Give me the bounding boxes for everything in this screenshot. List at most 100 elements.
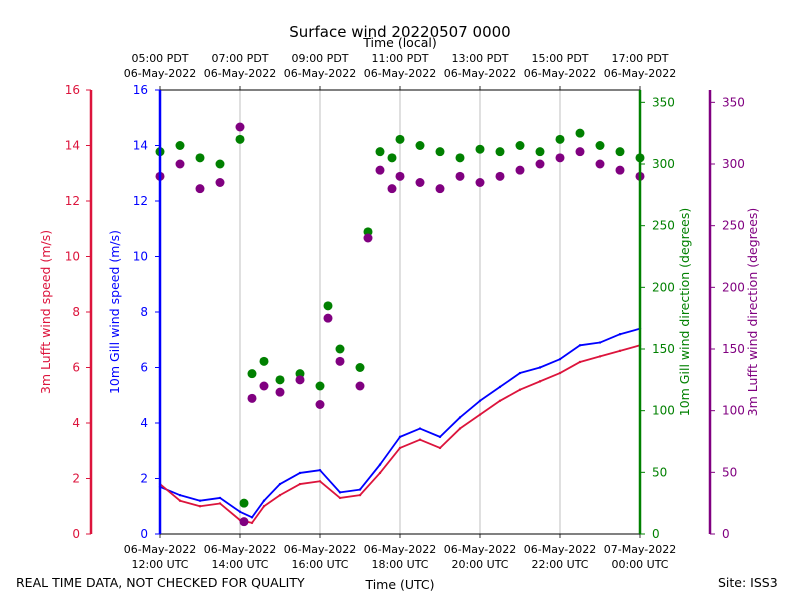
- gill_dir-point: [295, 369, 305, 379]
- top-axis-label: Time (local): [362, 35, 436, 50]
- lufft_speed-point: [478, 413, 482, 416]
- gill_dir-tick-label: 300: [652, 157, 675, 171]
- lufft_speed-point: [378, 471, 382, 475]
- x-tick-label: 06-May-2022: [444, 543, 516, 556]
- lufft_speed-point: [318, 480, 322, 483]
- gill_speed-tick-label: 16: [133, 83, 148, 97]
- gill_dir-tick-label: 0: [652, 527, 660, 541]
- lufft_dir-point: [575, 147, 585, 157]
- gill_dir-point: [275, 375, 285, 385]
- gill_dir-point: [363, 227, 373, 237]
- gill_dir-point: [435, 147, 445, 157]
- lufft_dir-point: [323, 313, 333, 323]
- lufft_speed-point: [398, 446, 402, 450]
- gill_speed-tick-label: 10: [133, 250, 148, 264]
- site-label: Site: ISS3: [718, 575, 778, 590]
- series-gill_speed: [158, 327, 642, 519]
- gill_dir-point: [323, 301, 333, 311]
- gill_dir-point: [375, 147, 385, 157]
- gill_dir-point: [355, 363, 365, 372]
- gill_speed-point: [418, 427, 422, 430]
- lufft_dir-point: [175, 159, 185, 169]
- lufft_dir-point: [247, 393, 257, 403]
- lufft_dir-point: [395, 171, 405, 181]
- lufft_dir-point: [535, 159, 545, 169]
- top-tick-label: 06-May-2022: [524, 67, 596, 80]
- lufft_dir-point: [235, 122, 245, 132]
- gill_dir-tick-label: 250: [652, 219, 675, 233]
- gill_dir-point: [175, 141, 185, 150]
- gill_dir-point: [335, 344, 345, 354]
- x-tick-label: 06-May-2022: [204, 543, 276, 556]
- gill_dir-point: [315, 381, 325, 391]
- lufft_speed-point: [278, 493, 282, 497]
- gill_dir-point: [455, 153, 465, 163]
- lufft_speed-point: [298, 482, 302, 486]
- lufft_speed-point: [618, 349, 622, 353]
- gill_dir-point: [555, 134, 565, 144]
- lufft_dir-point: [595, 159, 605, 169]
- lufft_dir-point: [215, 178, 225, 187]
- gill_dir-tick-label: 100: [652, 404, 675, 418]
- gill_speed-point: [398, 435, 402, 439]
- gill_dir-point: [239, 498, 249, 508]
- x-tick-label: 00:00 UTC: [611, 558, 668, 571]
- gill_speed-tick-label: 0: [140, 527, 148, 541]
- gill_speed-axis-label: 10m Gill wind speed (m/s): [107, 230, 122, 394]
- lufft_dir-point: [275, 387, 285, 397]
- x-tick-label: 16:00 UTC: [291, 558, 348, 571]
- gill_speed-point: [218, 496, 222, 500]
- lufft_dir-point: [195, 184, 205, 194]
- gill_speed-point: [438, 435, 442, 439]
- top-tick-label: 06-May-2022: [284, 67, 356, 80]
- gill_speed-point: [478, 399, 482, 402]
- gill_dir-point: [395, 134, 405, 144]
- lufft_dir-point: [375, 165, 385, 175]
- lufft_speed-tick-label: 8: [72, 305, 80, 319]
- top-tick-label: 06-May-2022: [364, 67, 436, 80]
- lufft_dir-tick-label: 0: [722, 527, 730, 541]
- lufft_speed-point: [198, 505, 202, 508]
- series-lufft_dir: [155, 122, 645, 527]
- gill_dir-tick-label: 350: [652, 95, 675, 109]
- top-tick-label: 06-May-2022: [204, 67, 276, 80]
- lufft_speed-tick-label: 14: [65, 139, 80, 153]
- x-tick-label: 06-May-2022: [524, 543, 596, 556]
- gill_speed-line: [159, 327, 641, 519]
- lufft_speed-point: [358, 493, 362, 497]
- gill_speed-point: [578, 344, 582, 347]
- gill_dir-point: [259, 356, 269, 366]
- gill_speed-point: [538, 366, 542, 369]
- gill_dir-point: [515, 141, 525, 150]
- gill_dir-point: [575, 128, 585, 138]
- gill_speed-point: [598, 341, 602, 344]
- x-tick-label: 07-May-2022: [604, 543, 676, 556]
- lufft_dir-tick-label: 300: [722, 157, 745, 171]
- gill_speed-point: [262, 499, 266, 502]
- gill_speed-point: [458, 416, 462, 419]
- lufft_dir-point: [475, 178, 485, 187]
- x-axis-label: Time (UTC): [364, 577, 434, 592]
- grid-lines: [239, 90, 561, 534]
- top-tick-label: 17:00 PDT: [611, 52, 668, 65]
- lufft_speed-point: [458, 427, 462, 430]
- gill_dir-point: [495, 147, 505, 157]
- gill_speed-point: [618, 333, 622, 336]
- top-tick-label: 13:00 PDT: [451, 52, 508, 65]
- lufft_speed-point: [262, 505, 266, 508]
- lufft_speed-tick-label: 6: [72, 361, 80, 375]
- lufft_speed-tick-label: 16: [65, 83, 80, 97]
- lufft_speed-point: [418, 438, 422, 441]
- gill_speed-tick-label: 8: [140, 305, 148, 319]
- axes-layer: 06-May-2022 12:00 UTC 06-May-2022 14:00 UTC…: [38, 52, 760, 571]
- quality-disclaimer: REAL TIME DATA, NOT CHECKED FOR QUALITY: [16, 575, 305, 590]
- gill_dir-point: [195, 153, 205, 163]
- gill_dir-point: [387, 153, 397, 163]
- lufft_dir-point: [315, 400, 325, 409]
- gill_speed-tick-label: 12: [133, 194, 148, 208]
- gill_speed-tick-label: 4: [140, 416, 148, 430]
- chart-title: Surface wind 20220507 0000: [289, 23, 510, 41]
- gill_speed-point: [178, 493, 182, 497]
- lufft_dir-point: [515, 165, 525, 175]
